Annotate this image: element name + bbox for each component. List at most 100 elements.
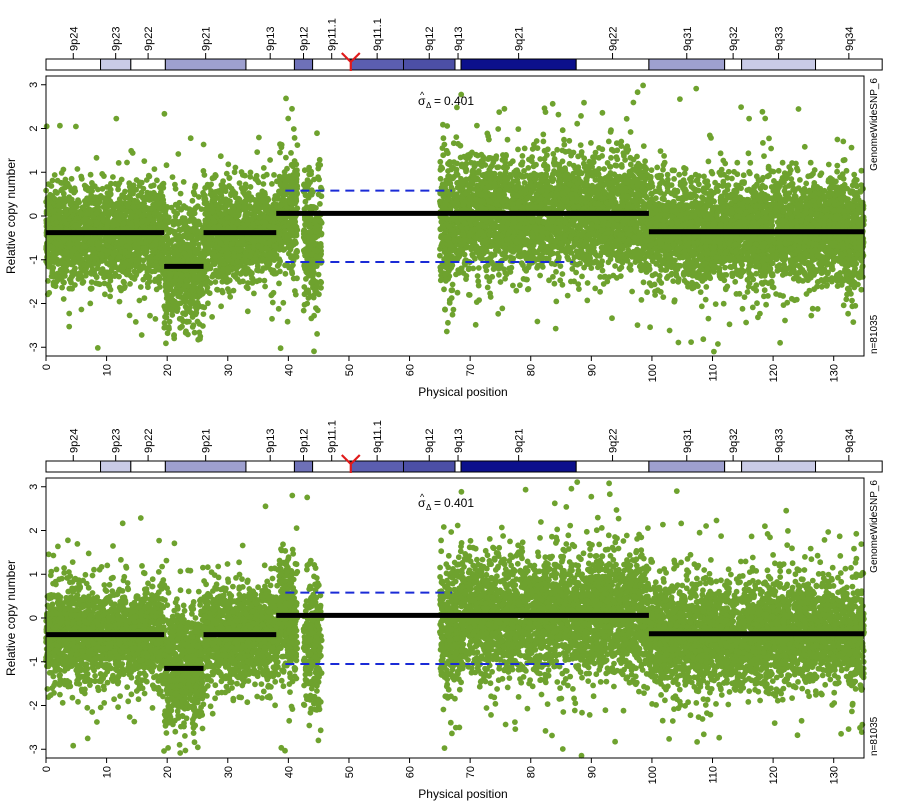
data-point — [262, 220, 268, 226]
data-point — [257, 277, 263, 283]
data-point — [102, 291, 108, 297]
data-point — [219, 288, 225, 294]
data-point — [219, 213, 225, 219]
data-point — [229, 186, 235, 192]
data-point — [186, 293, 192, 299]
data-point — [142, 197, 148, 203]
cytoband — [294, 59, 312, 70]
data-point — [141, 158, 147, 164]
data-point — [218, 218, 224, 224]
data-point — [248, 206, 254, 212]
data-point — [561, 137, 567, 143]
data-point — [111, 204, 117, 210]
data-point — [220, 267, 226, 273]
data-point — [72, 185, 78, 191]
data-point — [444, 329, 450, 335]
data-point — [443, 256, 449, 262]
data-point — [49, 273, 55, 279]
data-point — [179, 227, 185, 233]
data-point — [293, 231, 299, 237]
data-point — [451, 201, 457, 207]
data-point — [314, 331, 320, 337]
data-point — [133, 269, 139, 275]
data-point — [438, 277, 444, 283]
data-point — [73, 204, 79, 210]
data-point — [58, 250, 64, 256]
data-point — [317, 157, 323, 163]
cytoband-label: 9q22 — [608, 27, 620, 51]
data-point — [157, 216, 163, 222]
data-point — [253, 201, 259, 207]
data-point — [111, 252, 117, 258]
data-point — [56, 202, 62, 208]
data-point — [225, 225, 231, 231]
data-point — [88, 172, 94, 178]
data-point — [179, 316, 185, 322]
data-point — [108, 262, 114, 268]
data-point — [311, 313, 317, 319]
data-point — [136, 260, 142, 266]
data-point — [264, 245, 270, 251]
cytoband-label: 9p22 — [143, 27, 155, 51]
data-point — [292, 238, 298, 244]
data-point — [191, 322, 197, 328]
data-point — [286, 265, 292, 271]
data-point — [121, 215, 127, 221]
cytoband-label: 9q12 — [424, 27, 436, 51]
data-point — [245, 280, 251, 286]
data-point — [437, 226, 443, 232]
data-point — [190, 198, 196, 204]
data-point — [202, 253, 208, 259]
data-point — [515, 147, 521, 153]
data-point — [89, 286, 95, 292]
cytoband-label: 9p23 — [111, 27, 123, 51]
cytoband — [649, 59, 725, 70]
data-point — [495, 311, 501, 317]
data-point — [176, 241, 182, 247]
data-point — [232, 169, 238, 175]
data-point — [219, 279, 225, 285]
data-point — [211, 272, 217, 278]
data-point — [308, 224, 314, 230]
data-point — [95, 187, 101, 193]
data-point — [289, 271, 295, 277]
data-point — [134, 199, 140, 205]
data-point — [223, 188, 229, 194]
data-point — [173, 214, 179, 220]
data-point — [438, 176, 444, 182]
data-point — [269, 181, 275, 187]
data-point — [222, 206, 228, 212]
data-point — [181, 179, 187, 185]
data-point — [193, 205, 199, 211]
data-point — [271, 172, 277, 178]
cytoband — [461, 59, 576, 70]
data-point — [311, 348, 317, 354]
data-point — [310, 269, 316, 275]
data-point — [95, 262, 101, 268]
data-point — [139, 190, 145, 196]
data-point — [259, 238, 265, 244]
data-point — [451, 307, 457, 313]
data-point — [443, 235, 449, 241]
cytoband-label: 9p12 — [299, 27, 311, 51]
data-point — [288, 150, 294, 156]
data-point — [197, 321, 203, 327]
cytoband — [725, 59, 742, 70]
data-point — [172, 278, 178, 284]
data-point — [282, 228, 288, 234]
data-point — [238, 246, 244, 252]
data-point — [455, 172, 461, 178]
data-point — [214, 287, 220, 293]
data-point — [115, 266, 121, 272]
data-point — [113, 181, 119, 187]
data-point — [309, 204, 315, 210]
data-point — [449, 287, 455, 293]
data-point — [196, 194, 202, 200]
data-point — [46, 290, 52, 296]
data-point — [130, 150, 136, 156]
data-point — [52, 214, 58, 220]
data-point — [186, 307, 192, 313]
data-point — [256, 135, 262, 141]
data-point — [164, 234, 170, 240]
